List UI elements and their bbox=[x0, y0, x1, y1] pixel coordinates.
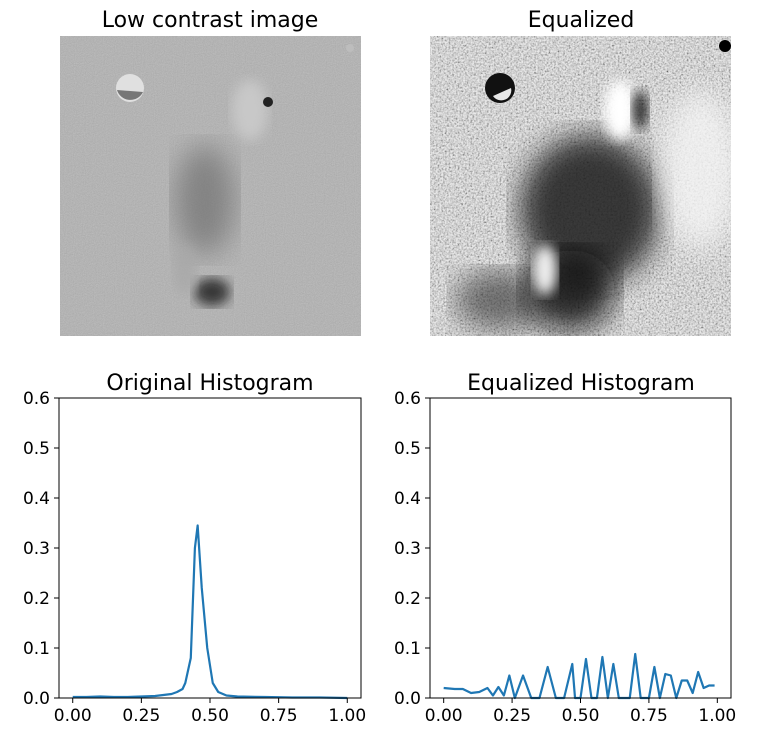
y-tick-label: 0.5 bbox=[23, 439, 50, 459]
series-line bbox=[443, 652, 715, 700]
axes-frame bbox=[429, 397, 732, 699]
y-tick-label: 0.1 bbox=[394, 639, 421, 659]
low-contrast-title: Low contrast image bbox=[102, 8, 319, 33]
y-tick-label: 0.3 bbox=[23, 539, 50, 559]
x-tick-label: 0.25 bbox=[493, 706, 531, 726]
x-tick-label: 0.50 bbox=[191, 706, 229, 726]
x-tick-label: 0.50 bbox=[562, 706, 600, 726]
y-tick-label: 0.0 bbox=[23, 689, 50, 709]
equalized-histogram-chart: 0.00 0.25 0.50 0.75 1.00 0.0 0.1 0.2 0.3 0.4 0.5 0.… bbox=[394, 389, 736, 726]
x-tick-label: 0.00 bbox=[54, 706, 92, 726]
y-tick-label: 0.6 bbox=[23, 389, 50, 409]
x-tick-label: 0.75 bbox=[630, 706, 668, 726]
chart-title-original: Original Histogram bbox=[106, 371, 313, 396]
equalized-image bbox=[430, 36, 731, 336]
y-tick-label: 0.6 bbox=[394, 389, 421, 409]
x-tick-label: 0.00 bbox=[425, 706, 463, 726]
series-line bbox=[72, 524, 348, 700]
y-tick-label: 0.3 bbox=[394, 539, 421, 559]
chart-title-equalized: Equalized Histogram bbox=[467, 371, 695, 396]
x-tick-label: 1.00 bbox=[328, 706, 366, 726]
y-tick-label: 0.0 bbox=[394, 689, 421, 709]
y-tick-label: 0.1 bbox=[23, 639, 50, 659]
axes-frame bbox=[58, 397, 362, 699]
y-tick-label: 0.4 bbox=[394, 489, 421, 509]
y-tick-label: 0.2 bbox=[23, 589, 50, 609]
x-tick-label: 0.75 bbox=[260, 706, 298, 726]
y-tick-label: 0.2 bbox=[394, 589, 421, 609]
equalized-image-title: Equalized bbox=[528, 8, 635, 33]
y-tick-label: 0.5 bbox=[394, 439, 421, 459]
original-histogram-chart: 0.00 0.25 0.50 0.75 1.00 0.0 0.1 0.2 0.3 0.4 0.5 0.… bbox=[23, 389, 366, 726]
y-tick-label: 0.4 bbox=[23, 489, 50, 509]
x-tick-label: 0.25 bbox=[122, 706, 160, 726]
low-contrast-image bbox=[60, 36, 361, 336]
x-tick-label: 1.00 bbox=[698, 706, 736, 726]
